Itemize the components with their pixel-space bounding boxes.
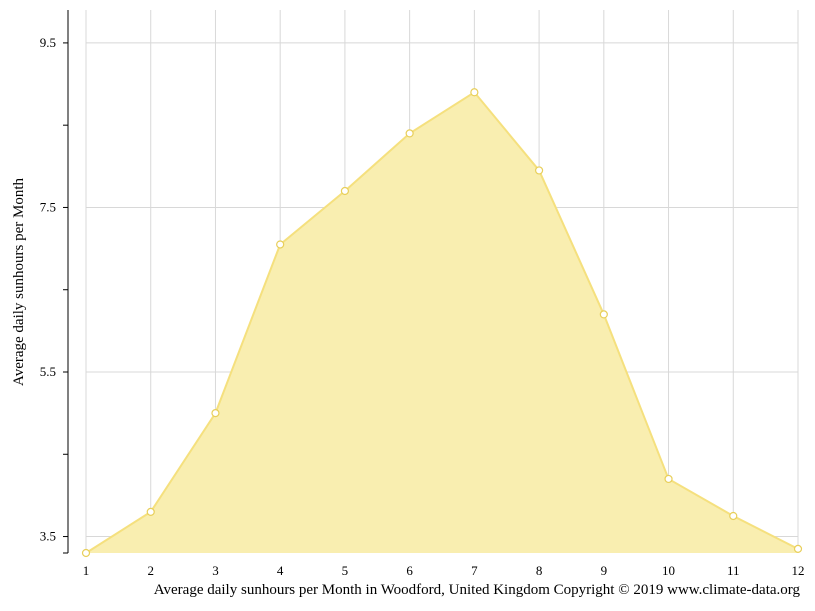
data-points xyxy=(81,88,803,558)
y-tick-label: 9.5 xyxy=(40,35,56,50)
data-point xyxy=(405,129,414,138)
data-point xyxy=(146,507,155,516)
data-point xyxy=(340,186,350,196)
data-point xyxy=(599,310,608,319)
y-tick-label: 3.5 xyxy=(40,529,56,544)
chart-caption: Average daily sunhours per Month in Wood… xyxy=(153,582,800,598)
y-tick-label: 5.5 xyxy=(40,364,56,379)
data-point xyxy=(276,240,285,249)
y-axis-title: Average daily sunhours per Month xyxy=(11,178,27,387)
x-tick-label: 11 xyxy=(727,563,740,578)
series-line xyxy=(85,90,799,554)
data-point xyxy=(793,544,803,553)
x-tick-label: 6 xyxy=(406,563,413,578)
x-tick-label: 8 xyxy=(536,563,543,578)
x-tick-label: 10 xyxy=(662,563,675,578)
data-point xyxy=(470,88,479,97)
x-tick-label: 1 xyxy=(83,563,90,578)
area-fill xyxy=(86,92,798,553)
x-tick-labels: 1 2 3 4 5 6 7 8 9 10 11 12 xyxy=(83,563,805,578)
data-point xyxy=(534,166,544,175)
x-tick-label: 3 xyxy=(212,563,219,578)
y-tick-label: 7.5 xyxy=(40,199,56,214)
data-point xyxy=(211,409,220,418)
x-tick-label: 4 xyxy=(277,563,284,578)
x-tick-label: 5 xyxy=(342,563,349,578)
x-tick-label: 12 xyxy=(792,563,805,578)
axes xyxy=(63,10,69,554)
y-tick-labels: 3.5 5.5 7.5 9.5 xyxy=(40,35,56,544)
x-tick-label: 7 xyxy=(471,563,478,578)
data-point xyxy=(664,474,673,484)
x-tick-label: 9 xyxy=(601,563,608,578)
x-tick-label: 2 xyxy=(147,563,154,578)
data-point xyxy=(81,548,91,558)
data-point xyxy=(729,511,738,521)
